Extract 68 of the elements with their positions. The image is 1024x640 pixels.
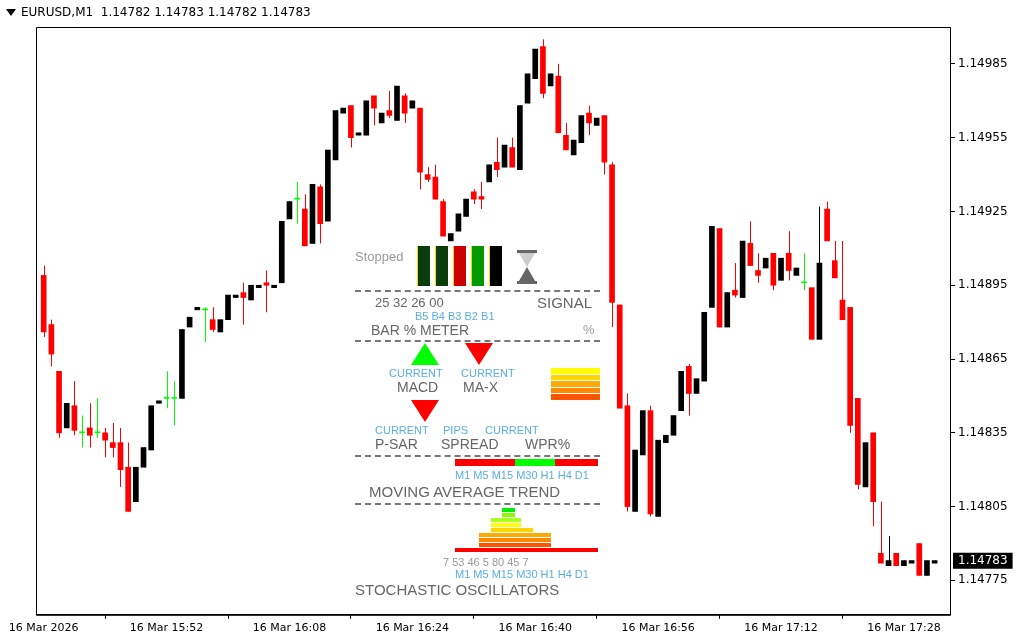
candlestick bbox=[755, 252, 761, 284]
candlestick bbox=[670, 415, 677, 436]
candlestick bbox=[102, 427, 108, 458]
x-tick-label: 16 Mar 17:28 bbox=[867, 621, 941, 635]
annotation: MACD bbox=[397, 379, 439, 395]
candlestick bbox=[94, 397, 101, 439]
candlestick bbox=[371, 95, 377, 126]
annotation: MOVING AVERAGE TREND bbox=[369, 483, 561, 500]
annotation: M1 M5 M15 M30 H1 H4 D1 bbox=[455, 469, 589, 481]
chart-title: EURUSD,M1 1.14782 1.14783 1.14782 1.14783 bbox=[21, 5, 311, 19]
candlestick bbox=[171, 380, 178, 426]
candlestick bbox=[878, 501, 884, 564]
annotation: CURRENT bbox=[461, 367, 515, 379]
annotation: SIGNAL bbox=[537, 294, 593, 311]
y-tick-label: 1.14955 bbox=[958, 129, 1008, 144]
y-tick-label: 1.14985 bbox=[958, 56, 1008, 71]
x-tick-label: 16 Mar 16:56 bbox=[621, 621, 695, 635]
x-tick-label: 16 Mar 16:08 bbox=[252, 621, 327, 635]
annotation: Stopped bbox=[355, 249, 404, 264]
candlestick bbox=[778, 257, 784, 281]
x-tick-label: 16 Mar 15:52 bbox=[129, 621, 204, 635]
candlestick bbox=[79, 415, 85, 449]
annotation: 7 53 46 5 80 45 7 bbox=[443, 556, 529, 568]
candlestick bbox=[386, 90, 393, 119]
candlestick bbox=[401, 92, 408, 124]
annotation: PIPS bbox=[443, 424, 469, 436]
x-tick-label: 16 Mar 2026 bbox=[8, 621, 79, 635]
annotation: 25 32 26 00 bbox=[375, 295, 444, 310]
annotation: M1 M5 M15 M30 H1 H4 D1 bbox=[455, 568, 589, 580]
candlestick bbox=[885, 535, 892, 567]
candlestick bbox=[586, 105, 592, 136]
x-tick-label: 16 Mar 16:24 bbox=[375, 621, 450, 635]
annotation: CURRENT bbox=[389, 367, 443, 379]
annotation: SPREAD bbox=[441, 436, 499, 452]
annotation: STOCHASTIC OSCILLATORS bbox=[355, 581, 560, 598]
candlestick bbox=[501, 144, 508, 168]
candlestick bbox=[494, 137, 500, 178]
y-tick-label: 1.14835 bbox=[958, 424, 1008, 439]
annotation: BAR % METER bbox=[371, 322, 470, 338]
annotation: WPR% bbox=[525, 436, 571, 452]
y-tick-label: 1.14895 bbox=[958, 277, 1008, 292]
candlestick bbox=[163, 370, 170, 409]
candlestick bbox=[563, 122, 569, 151]
annotation: % bbox=[583, 322, 595, 337]
candlestick bbox=[140, 447, 147, 468]
candlestick bbox=[801, 252, 807, 291]
candlestick bbox=[86, 402, 93, 449]
y-tick-label: 1.14865 bbox=[958, 351, 1008, 366]
y-tick-label: 1.14925 bbox=[958, 203, 1008, 218]
candlestick bbox=[109, 422, 116, 458]
candlestick bbox=[831, 240, 838, 279]
candlestick bbox=[509, 137, 516, 168]
y-tick-label: 1.14775 bbox=[958, 572, 1008, 587]
annotation: P-SAR bbox=[375, 436, 418, 452]
annotation: MA-X bbox=[463, 379, 498, 395]
candlestick bbox=[209, 306, 216, 333]
candlestick bbox=[785, 230, 792, 281]
annotation: B5 B4 B3 B2 B1 bbox=[415, 310, 495, 322]
text: 1.14783 bbox=[958, 552, 1008, 567]
candlestick bbox=[263, 269, 270, 313]
y-tick-label: 1.14805 bbox=[958, 498, 1008, 513]
candlestick bbox=[240, 282, 247, 326]
x-tick-label: 16 Mar 16:40 bbox=[498, 621, 572, 635]
candlestick bbox=[747, 220, 754, 267]
x-tick-label: 16 Mar 17:12 bbox=[744, 621, 818, 635]
annotation: CURRENT bbox=[485, 424, 539, 436]
annotation: CURRENT bbox=[375, 424, 429, 436]
candlestick bbox=[732, 262, 738, 299]
